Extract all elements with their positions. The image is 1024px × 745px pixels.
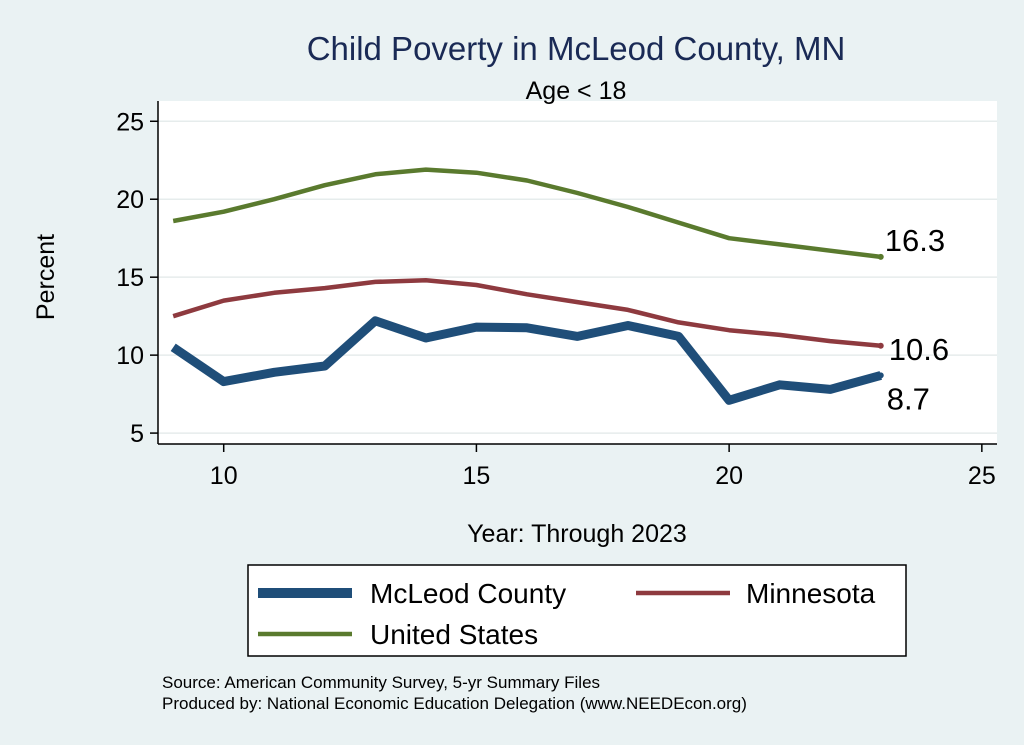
y-axis-title: Percent (32, 234, 60, 320)
chart-subtitle: Age < 18 (526, 77, 627, 105)
legend-label-mcleod-county: McLeod County (370, 578, 566, 609)
x-tick-label: 15 (463, 462, 491, 490)
axes: 5 10 15 20 25 10 15 20 25 (116, 101, 997, 490)
y-tick-label: 15 (116, 264, 144, 292)
end-label-united-states: 16.3 (885, 223, 945, 258)
gridlines (158, 120, 997, 434)
chart-title: Child Poverty in McLeod County, MN (307, 30, 846, 67)
legend-label-minnesota: Minnesota (746, 578, 876, 609)
legend-label-united-states: United States (370, 619, 538, 650)
end-marker-minnesota (877, 342, 884, 349)
y-tick-label: 25 (116, 108, 144, 136)
end-marker-mcleod-county (877, 372, 884, 379)
source-note: Source: American Community Survey, 5-yr … (162, 673, 600, 692)
y-tick-label: 10 (116, 342, 144, 370)
end-marker-united-states (877, 253, 884, 260)
end-label-minnesota: 10.6 (889, 332, 949, 367)
producer-note: Produced by: National Economic Education… (162, 694, 747, 713)
series-line-mcleod-county (170, 316, 882, 405)
y-tick-label: 5 (130, 420, 144, 448)
end-labels: 8.7 10.6 16.3 (877, 223, 949, 416)
plot-area (158, 101, 997, 444)
legend-box (247, 564, 907, 657)
end-label-mcleod-county: 8.7 (887, 381, 930, 416)
x-tick-label: 10 (210, 462, 238, 490)
series-line-united-states (172, 167, 882, 260)
x-tick-label: 25 (968, 462, 996, 490)
legend: McLeod County Minnesota United States (247, 564, 907, 657)
y-tick-label: 20 (116, 186, 144, 214)
series-line-minnesota (172, 278, 882, 349)
legend-items: McLeod County Minnesota United States (258, 578, 876, 650)
series-lines (170, 167, 882, 405)
x-tick-label: 20 (715, 462, 743, 490)
x-axis-title: Year: Through 2023 (467, 520, 687, 548)
